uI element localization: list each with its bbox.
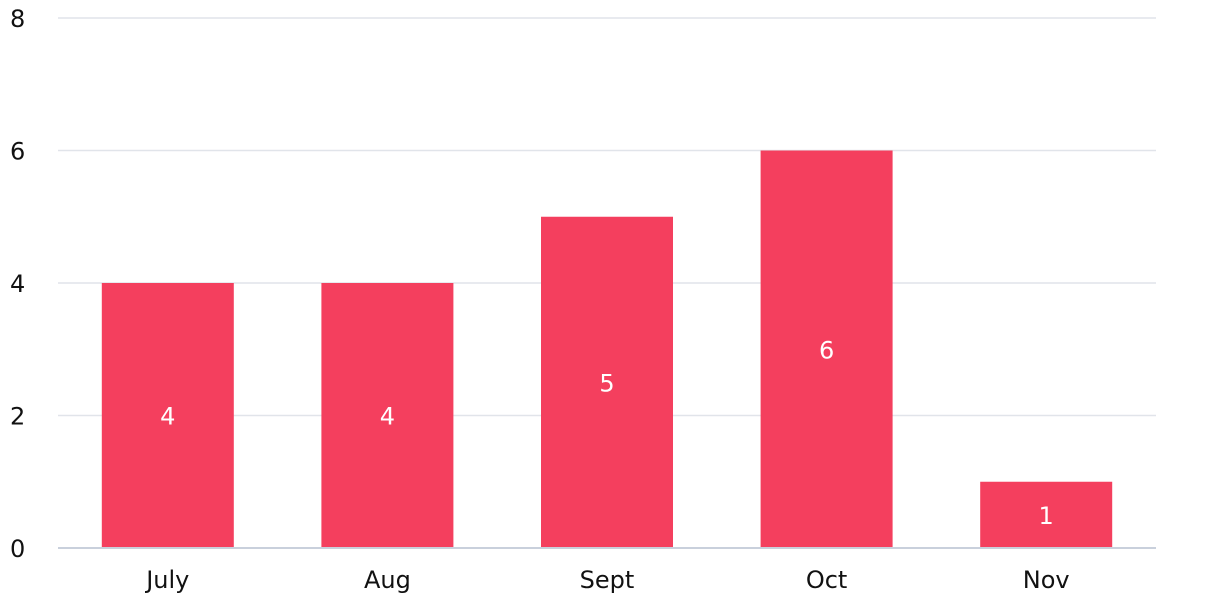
bar-oct[interactable] bbox=[760, 150, 893, 549]
x-tick-label: July bbox=[144, 566, 189, 594]
bar-sept[interactable] bbox=[541, 216, 673, 548]
bar-value-label: 6 bbox=[819, 336, 834, 364]
bar-value-label: 5 bbox=[599, 369, 614, 397]
bar-value-label: 4 bbox=[380, 403, 395, 431]
y-tick-label: 6 bbox=[10, 138, 25, 166]
x-tick-label: Nov bbox=[1023, 566, 1070, 594]
x-tick-label: Aug bbox=[364, 566, 411, 594]
y-tick-label: 0 bbox=[10, 535, 25, 563]
y-tick-label: 2 bbox=[10, 403, 25, 431]
bar-july[interactable] bbox=[101, 283, 234, 548]
bar-value-labels: 4 4 5 6 1 bbox=[160, 336, 1054, 530]
x-axis-ticks: July Aug Sept Oct Nov bbox=[144, 566, 1069, 594]
bar-value-label: 1 bbox=[1039, 502, 1054, 530]
bars bbox=[101, 150, 1113, 549]
y-tick-label: 4 bbox=[10, 270, 25, 298]
bar-aug[interactable] bbox=[321, 283, 454, 548]
x-tick-label: Oct bbox=[806, 566, 848, 594]
y-axis-ticks: 0 2 4 6 8 bbox=[10, 5, 25, 563]
x-tick-label: Sept bbox=[580, 566, 635, 594]
bar-value-label: 4 bbox=[160, 403, 175, 431]
y-tick-label: 8 bbox=[10, 5, 25, 33]
bar-nov[interactable] bbox=[980, 481, 1113, 548]
